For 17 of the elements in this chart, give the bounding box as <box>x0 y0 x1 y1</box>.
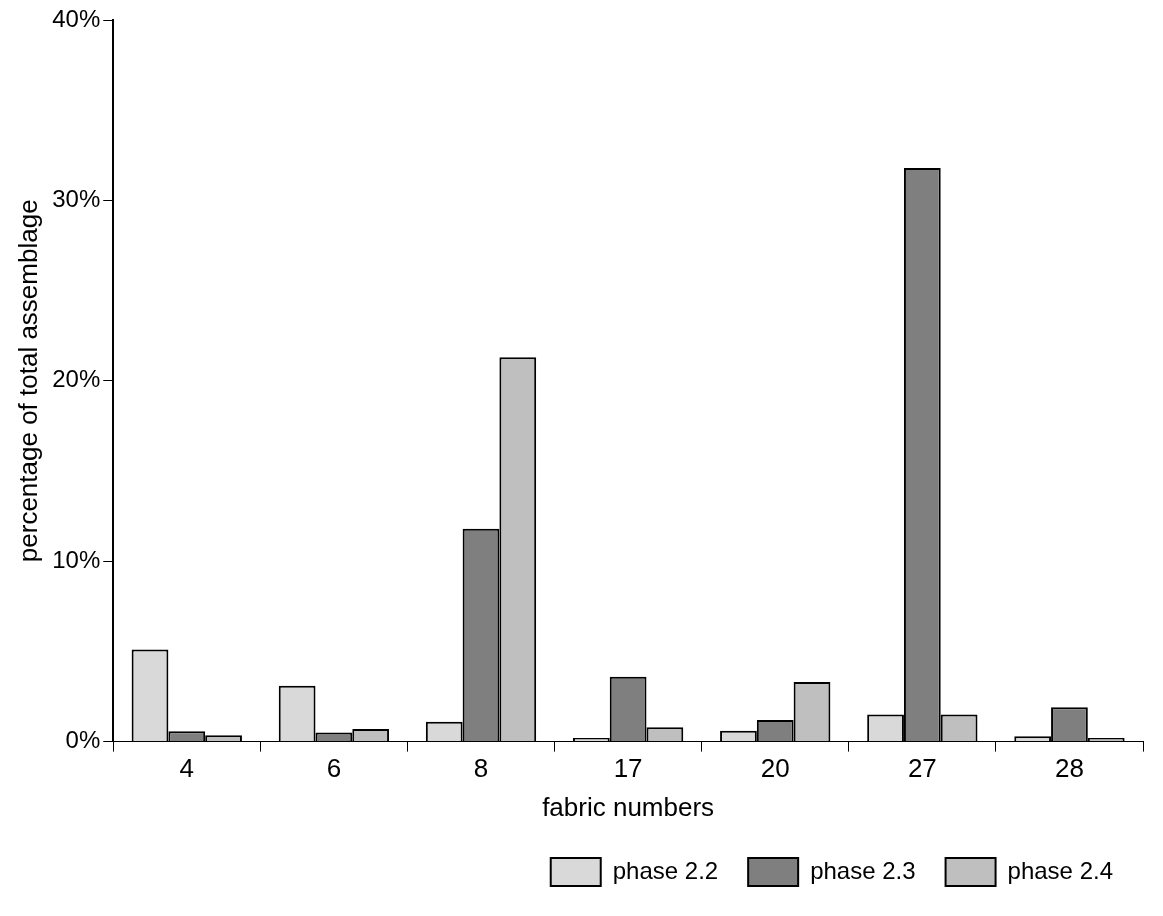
y-tick-label: 0% <box>65 726 101 754</box>
x-tick-label: 8 <box>473 753 489 784</box>
y-axis-title: percentage of total assemblage <box>12 199 43 563</box>
y-tick-label: 10% <box>52 545 101 573</box>
x-axis-title: fabric numbers <box>542 791 715 822</box>
x-tick-label: 4 <box>179 753 195 784</box>
y-tick-label: 20% <box>52 365 101 393</box>
legend-label: phase 2.4 <box>1007 856 1113 884</box>
y-tick-label: 30% <box>52 185 101 213</box>
x-tick-label: 17 <box>613 753 643 784</box>
x-tick-label: 28 <box>1054 753 1084 784</box>
x-tick-label: 6 <box>326 753 342 784</box>
legend-label: phase 2.3 <box>810 856 916 884</box>
x-tick-label: 20 <box>760 753 790 784</box>
y-tick-label: 40% <box>52 4 101 32</box>
x-tick-label: 27 <box>907 753 937 784</box>
legend-label: phase 2.2 <box>612 856 719 884</box>
